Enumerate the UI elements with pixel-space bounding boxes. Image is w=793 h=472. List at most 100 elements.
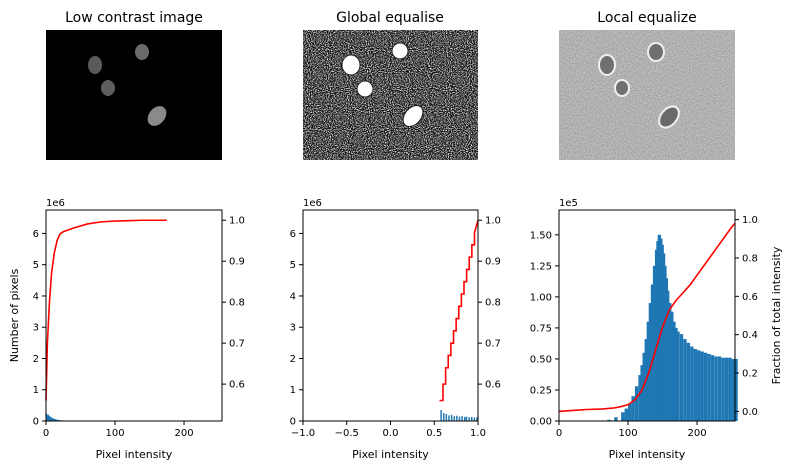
histogram-bar: [464, 416, 466, 421]
histogram-bar: [721, 357, 725, 421]
histogram-bar: [458, 416, 461, 421]
y-tick-label: 3: [290, 323, 296, 334]
x-tick-label: 0: [43, 428, 49, 439]
x-tick-label: −0.5: [335, 428, 359, 439]
histogram-bar: [448, 415, 450, 421]
histogram-bar: [453, 416, 455, 421]
y-tick-label: 0.25: [530, 385, 552, 396]
cell-blob: [658, 105, 680, 129]
y2-tick-label: 0.8: [742, 253, 758, 264]
histogram-bar: [628, 403, 632, 421]
histogram-bar: [50, 417, 52, 421]
y2-tick-label: 0.7: [485, 339, 501, 350]
y-tick-label: 0: [290, 417, 296, 428]
histogram-local-equalize: 0 100 200 0.00 0.25 0.50 0.75 1.00 1.25 1.50 0.0 0.…: [530, 198, 783, 461]
axes-frame: [302, 209, 479, 422]
histogram-bar: [674, 327, 678, 421]
histogram-bar: [476, 417, 478, 421]
histogram-bar: [707, 353, 711, 421]
image-panel-low: Low contrast image: [46, 10, 222, 160]
histogram-bar: [724, 357, 729, 421]
cell-blob: [647, 42, 665, 62]
histogram-bar: [700, 351, 704, 421]
cell-blob: [356, 80, 374, 98]
y2-tick-label: 1.0: [229, 216, 245, 227]
histogram-bar: [53, 418, 55, 421]
histogram-bar: [731, 358, 735, 421]
y-tick-label: 0.00: [530, 417, 552, 428]
y-tick-label: 1: [33, 385, 39, 396]
histogram-bar: [624, 408, 628, 421]
histogram-bar: [728, 357, 732, 421]
histogram-bar: [465, 416, 468, 421]
cell-blob: [101, 80, 115, 96]
histogram-bar: [46, 414, 48, 421]
histogram-bar: [47, 415, 49, 421]
histogram-bar: [640, 365, 644, 421]
histogram-bar: [638, 375, 642, 421]
histogram-bar: [471, 416, 473, 421]
histogram-bar: [607, 419, 611, 421]
histogram-bar: [670, 311, 674, 421]
histogram-bar: [54, 419, 56, 421]
x-tick-label: 1.0: [470, 428, 486, 439]
local-equalized-noise: [559, 30, 735, 160]
y-tick-label: 2: [33, 354, 39, 365]
histogram-bar: [614, 417, 618, 421]
cell-blob: [391, 42, 409, 60]
histogram-bar: [672, 321, 676, 421]
histogram-bar: [714, 356, 718, 421]
histogram-bar: [652, 265, 657, 421]
y-tick-label: 1: [290, 385, 296, 396]
y2-tick-label: 0.8: [485, 298, 501, 309]
y-scale-label: 1e5: [559, 198, 578, 209]
y-scale-label: 1e6: [303, 198, 322, 209]
image-panel-global: Global equalise: [303, 10, 478, 160]
histogram-bar: [693, 349, 697, 421]
y-tick-label: 2: [290, 354, 296, 365]
y-tick-label: 6: [290, 229, 296, 240]
panel-title-local: Local equalize: [597, 10, 696, 26]
histogram-bar: [468, 417, 470, 421]
y-tick-label: 5: [290, 260, 296, 271]
cdf-line: [558, 222, 736, 413]
y2-tick-label: 0.7: [229, 339, 245, 350]
histogram-bar: [445, 414, 448, 421]
histogram-bar: [450, 414, 453, 421]
y2-tick-label: 0.6: [742, 292, 758, 303]
histogram-bar: [697, 350, 701, 421]
histogram-bar: [440, 410, 442, 421]
histogram-bar: [456, 415, 458, 421]
histogram-bar: [52, 418, 54, 421]
y-tick-label: 1.50: [530, 230, 552, 241]
axes-frame: [45, 209, 223, 422]
y-tick-label: 0.50: [530, 354, 552, 365]
global-equalized-noise: [303, 30, 478, 160]
cell-blob: [341, 54, 361, 76]
y-tick-label: 0.75: [530, 323, 552, 334]
x-axis-label: Pixel intensity: [609, 448, 686, 461]
histogram-bar: [631, 396, 635, 421]
y2-tick-label: 1.0: [485, 216, 501, 227]
histogram-bar: [683, 339, 687, 421]
histogram-bar: [668, 303, 672, 421]
cdf-line: [439, 220, 479, 402]
y-tick-label: 5: [33, 260, 39, 271]
histogram-bar: [57, 419, 59, 421]
x-tick-label: 0: [556, 428, 562, 439]
histogram-bar: [461, 415, 463, 421]
histogram-bar: [690, 346, 694, 421]
cell-blob: [598, 54, 616, 76]
histogram-bar: [51, 417, 53, 421]
panel-title-global: Global equalise: [336, 10, 444, 26]
x-tick-label: −1.0: [291, 428, 315, 439]
y2-tick-label: 0.2: [742, 369, 758, 380]
x-tick-label: 0.0: [383, 428, 399, 439]
histogram-low-contrast: 0 100 200 0 1 2 3 4 5 6 0.6 0.7 0.8 0.9 1.0 1e6 Pixel in…: [8, 198, 245, 461]
cell-blob: [147, 106, 167, 126]
y-tick-label: 6: [33, 229, 39, 240]
cell-blob: [402, 104, 424, 128]
histogram-bar: [679, 334, 684, 421]
y-tick-label: 0: [33, 417, 39, 428]
histogram-bar: [54, 419, 56, 421]
